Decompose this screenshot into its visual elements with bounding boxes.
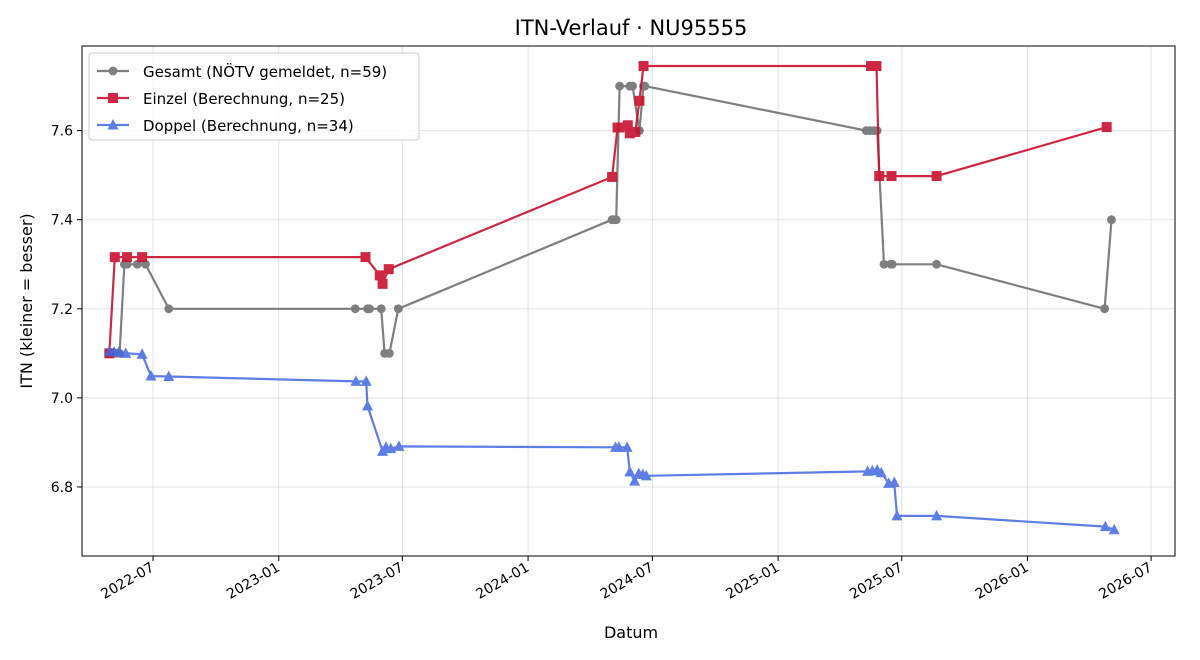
data-point-einzel <box>614 122 625 133</box>
data-point-doppel <box>1099 520 1111 532</box>
data-point-einzel <box>1101 122 1112 133</box>
data-point-doppel <box>113 346 125 357</box>
data-point-gesamt <box>1100 304 1110 314</box>
data-point-einzel <box>630 126 641 137</box>
y-axis-title: ITN (kleiner = besser) <box>17 213 36 388</box>
data-point-doppel <box>613 441 625 452</box>
data-point-einzel <box>109 252 120 263</box>
y-tick-label: 6.8 <box>51 480 73 496</box>
data-point-doppel <box>120 347 132 358</box>
legend: Gesamt (NÖTV gemeldet, n=59) Einzel (Bere… <box>88 52 420 141</box>
legend-item-einzel <box>97 93 129 103</box>
data-point-doppel <box>621 441 633 452</box>
legend-item-doppel <box>97 119 129 130</box>
legend-marker <box>107 119 119 130</box>
data-point-gesamt <box>615 81 625 91</box>
data-point-doppel <box>888 476 900 488</box>
x-tick-label: 2023-07 <box>348 560 407 603</box>
data-point-gesamt <box>350 304 360 314</box>
data-point-einzel <box>377 278 388 289</box>
data-point-doppel <box>145 370 157 381</box>
legend-marker <box>108 66 118 76</box>
data-point-einzel <box>622 120 633 131</box>
data-point-gesamt <box>879 259 889 269</box>
x-tick-label: 2024-01 <box>473 560 532 603</box>
data-point-doppel <box>393 440 405 451</box>
data-point-einzel <box>871 61 882 72</box>
data-point-doppel <box>350 375 362 386</box>
legend-item-gesamt <box>97 66 129 76</box>
series-line-doppel <box>109 350 1115 531</box>
data-point-doppel <box>360 375 372 386</box>
y-tick-label: 7.4 <box>51 213 73 229</box>
data-point-gesamt <box>376 304 386 314</box>
data-point-gesamt <box>164 304 174 314</box>
x-axis: 2022-07 2023-01 2023-07 2024-01 2024-07 2025-… <box>98 556 1155 603</box>
data-point-einzel <box>634 95 645 106</box>
data-point-gesamt <box>640 81 650 91</box>
data-point-doppel <box>640 469 652 481</box>
data-point-doppel <box>362 399 374 411</box>
series-layer <box>103 61 1120 535</box>
data-point-einzel <box>122 252 133 263</box>
y-tick-label: 7.6 <box>51 124 73 140</box>
data-point-doppel <box>385 442 397 454</box>
x-tick-label: 2026-01 <box>973 560 1032 603</box>
x-axis-title: Datum <box>604 623 658 642</box>
chart-title: ITN-Verlauf · NU95555 <box>515 16 748 40</box>
plot-frame <box>81 45 1176 557</box>
data-point-doppel <box>1108 523 1120 535</box>
data-point-gesamt <box>365 304 374 314</box>
y-tick-label: 7.0 <box>51 391 73 407</box>
data-point-doppel <box>624 465 636 477</box>
legend-label: Einzel (Berechnung, n=25) <box>143 90 345 108</box>
data-point-doppel <box>931 509 943 521</box>
series-doppel <box>103 345 1120 535</box>
data-point-doppel <box>136 348 148 359</box>
x-tick-label: 2025-07 <box>847 560 906 603</box>
data-point-einzel <box>374 270 385 281</box>
data-point-einzel <box>866 61 877 72</box>
legend-box <box>88 52 420 141</box>
data-point-einzel <box>624 128 635 139</box>
x-tick-label: 2026-07 <box>1096 560 1155 603</box>
data-point-einzel <box>638 61 649 72</box>
data-point-doppel <box>163 370 175 381</box>
data-point-einzel <box>886 171 897 182</box>
data-point-doppel <box>891 509 903 521</box>
x-tick-label: 2022-07 <box>98 560 157 603</box>
data-point-gesamt <box>611 215 621 225</box>
data-point-einzel <box>360 252 371 263</box>
data-point-einzel <box>137 252 148 263</box>
data-point-einzel <box>607 171 618 182</box>
y-tick-label: 7.2 <box>51 302 73 318</box>
data-point-doppel <box>629 475 641 486</box>
data-point-einzel <box>383 264 394 275</box>
y-axis: 6.8 7.0 7.2 7.4 7.6 <box>51 124 82 496</box>
x-tick-label: 2025-01 <box>723 560 782 603</box>
data-point-einzel <box>931 171 942 182</box>
data-point-gesamt <box>887 259 897 269</box>
data-point-gesamt <box>932 259 941 269</box>
legend-label: Doppel (Berechnung, n=34) <box>143 117 354 135</box>
data-point-gesamt <box>385 348 394 358</box>
legend-label: Gesamt (NÖTV gemeldet, n=59) <box>143 62 387 81</box>
legend-marker <box>108 93 118 103</box>
data-point-gesamt <box>1107 215 1116 225</box>
data-point-einzel <box>874 171 885 182</box>
data-point-gesamt <box>628 81 637 91</box>
x-tick-label: 2024-07 <box>598 560 657 603</box>
x-tick-label: 2023-01 <box>224 560 283 603</box>
data-point-doppel <box>875 466 887 478</box>
data-point-gesamt <box>393 304 403 314</box>
